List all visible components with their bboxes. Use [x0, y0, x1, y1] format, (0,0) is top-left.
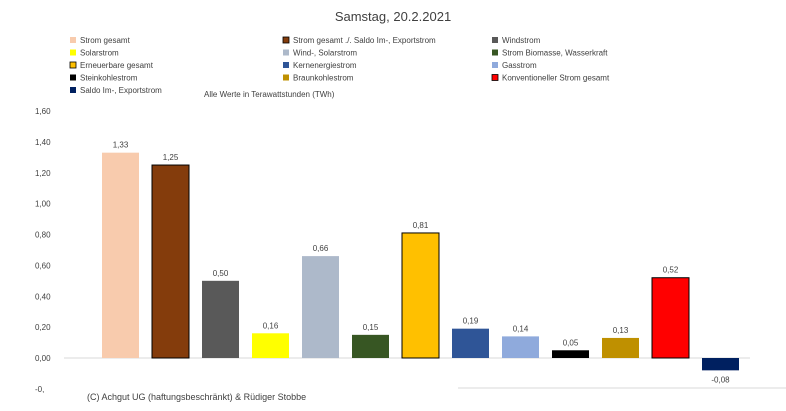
data-label-steinkohlestrom: 0,05 [563, 338, 579, 347]
data-label-konventioneller-strom-gesamt: 0,52 [663, 266, 679, 275]
legend-label-strom-gesamt: Strom gesamt [80, 36, 131, 45]
bar-steinkohlestrom [552, 350, 589, 358]
bar-series [102, 152, 739, 371]
legend-swatch-strom-biomasse-wasserkraft [492, 49, 498, 56]
legend-swatch-kernenergiestrom [283, 62, 289, 68]
chart-title: Samstag, 20.2.2021 [335, 9, 451, 24]
y-axis: 1,60 1,40 1,20 1,00 0,80 0,60 0,40 0,20 0,00 -0, [35, 107, 51, 394]
bar-strom-gesamt-saldo-im-exportstrom [151, 164, 190, 359]
legend-swatch-windstrom [492, 37, 498, 43]
legend-label-gasstrom: Gasstrom [502, 61, 537, 70]
data-label-windstrom: 0,50 [213, 269, 229, 278]
data-label-gasstrom: 0,14 [513, 324, 529, 333]
y-tick-label: 0,60 [35, 261, 51, 270]
bar-erneuerbare-gesamt [401, 232, 440, 359]
legend-swatch-braunkohlestrom [283, 74, 289, 81]
data-labels: 1,33 1,25 0,50 0,16 0,66 0,15 0,81 0,19 0,14 0,05… [113, 141, 730, 385]
chart-unit-note: Alle Werte in Terawattstunden (TWh) [204, 90, 335, 99]
legend-label-windstrom: Windstrom [502, 36, 541, 45]
bar-strom-biomasse-wasserkraft [352, 334, 389, 358]
legend-swatch-strom-gesamt [70, 37, 76, 43]
data-label-wind-solarstrom: 0,66 [313, 244, 329, 253]
chart-legend: Strom gesamt Strom gesamt ./. Saldo Im-, … [69, 36, 610, 95]
y-tick-label: 0,20 [35, 323, 51, 332]
data-label-strom-gesamt: 1,33 [113, 141, 129, 150]
legend-label-steinkohlestrom: Steinkohlestrom [80, 74, 138, 83]
bar-saldo-im-exportstrom [702, 358, 739, 371]
bar-wind-solarstrom [302, 256, 339, 358]
data-label-braunkohlestrom: 0,13 [613, 326, 629, 335]
legend-swatch-steinkohlestrom [70, 74, 76, 81]
legend-label-strom-gesamt-saldo-im-exportstrom: Strom gesamt ./. Saldo Im-, Exportstrom [293, 36, 436, 45]
legend-swatch-saldo-im-exportstrom [70, 87, 76, 93]
bar-braunkohlestrom [602, 337, 639, 358]
data-label-kernenergiestrom: 0,19 [463, 317, 479, 326]
bar-kernenergiestrom [452, 328, 489, 358]
legend-swatch-solarstrom [70, 49, 76, 56]
legend-swatch-gasstrom [492, 62, 498, 68]
legend-swatch-strom-gesamt-saldo-im-exportstrom [282, 36, 290, 44]
legend-label-kernenergiestrom: Kernenergiestrom [293, 61, 357, 70]
legend-label-saldo-im-exportstrom: Saldo Im-, Exportstrom [80, 86, 162, 95]
data-label-strom-biomasse-wasserkraft: 0,15 [363, 323, 379, 332]
legend-swatch-wind-solarstrom [283, 49, 289, 56]
y-tick-label: 1,20 [35, 169, 51, 178]
bar-strom-gesamt [102, 152, 139, 358]
data-label-strom-gesamt-saldo-im-exportstrom: 1,25 [163, 153, 179, 162]
y-tick-label: -0, [35, 385, 44, 394]
y-tick-label: 1,40 [35, 138, 51, 147]
bar-windstrom [202, 280, 239, 358]
legend-swatch-erneuerbare-gesamt [69, 61, 77, 69]
y-tick-label: 0,40 [35, 292, 51, 301]
y-tick-label: 1,00 [35, 200, 51, 209]
legend-swatch-konventioneller-strom-gesamt [491, 74, 499, 81]
bar-solarstrom [252, 333, 289, 358]
legend-label-wind-solarstrom: Wind-, Solarstrom [293, 49, 357, 58]
y-tick-label: 0,00 [35, 354, 51, 363]
data-label-erneuerbare-gesamt: 0,81 [413, 221, 429, 230]
y-tick-label: 1,60 [35, 107, 51, 116]
bar-gasstrom [502, 336, 539, 358]
bar-konventioneller-strom-gesamt [651, 277, 690, 359]
data-label-saldo-im-exportstrom: -0,08 [711, 375, 730, 384]
y-tick-label: 0,80 [35, 231, 51, 240]
legend-label-solarstrom: Solarstrom [80, 49, 119, 58]
chart-credit: (C) Achgut UG (haftungsbeschränkt) & Rüd… [87, 392, 306, 402]
legend-label-braunkohlestrom: Braunkohlestrom [293, 74, 354, 83]
legend-label-konventioneller-strom-gesamt: Konventioneller Strom gesamt [502, 74, 610, 83]
legend-label-strom-biomasse-wasserkraft: Strom Biomasse, Wasserkraft [502, 49, 608, 58]
data-label-solarstrom: 0,16 [263, 321, 279, 330]
legend-label-erneuerbare-gesamt: Erneuerbare gesamt [80, 61, 154, 70]
